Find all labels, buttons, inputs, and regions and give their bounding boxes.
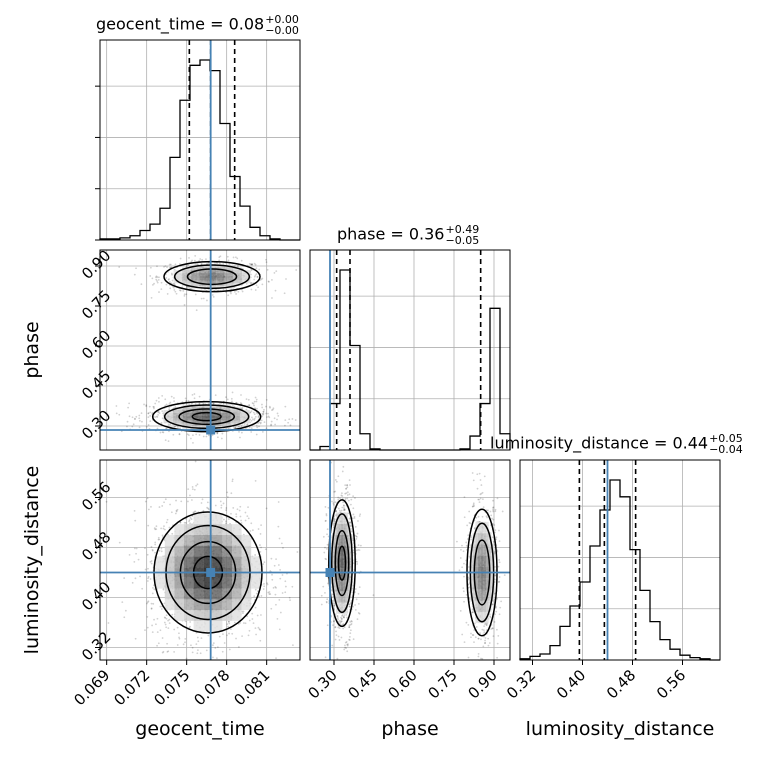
x-axis-ticks-phase: 0.30 0.45 0.60 0.75 0.90	[304, 660, 501, 702]
panel-title-minus: −0.04	[709, 443, 743, 456]
x-tick-label: 0.56	[653, 666, 689, 702]
x-axis-label-luminosity_distance: luminosity_distance	[526, 718, 715, 740]
y-axis-ticks-phase: 0.30 0.45 0.60 0.75 0.90	[78, 246, 114, 442]
panel-frame	[519, 459, 721, 661]
x-tick-label: 0.069	[70, 666, 113, 709]
panel-frame	[99, 249, 301, 451]
x-axis-label-phase: phase	[381, 718, 438, 740]
hist-panel-luminosity_distance	[519, 459, 721, 661]
y-tick-label: 0.32	[78, 628, 114, 664]
truth-marker	[325, 568, 335, 577]
y-axis-label-phase: phase	[21, 321, 43, 378]
x-tick-label: 0.32	[503, 666, 539, 702]
pair-panel-luminosity_distance-vs-phase	[309, 459, 511, 661]
x-tick-label: 0.60	[384, 666, 420, 702]
panel-title-luminosity_distance: luminosity_distance = 0.44 +0.05 −0.04	[490, 433, 743, 455]
pair-content	[310, 460, 510, 660]
hist-step-luminosity_distance	[519, 479, 720, 661]
panel-frame	[99, 39, 301, 241]
pair-content	[100, 460, 300, 660]
y-tick-label: 0.56	[78, 478, 114, 514]
truth-marker	[206, 425, 216, 435]
x-tick-label: 0.30	[304, 666, 340, 702]
x-tick-label: 0.48	[603, 666, 639, 702]
density-shading	[155, 513, 261, 632]
y-axis-label-luminosity_distance: luminosity_distance	[21, 466, 43, 655]
truth-marker	[206, 568, 216, 577]
panel-frame	[309, 459, 511, 661]
x-axis-ticks-luminosity_distance: 0.32 0.40 0.48 0.56	[503, 660, 689, 702]
x-tick-label: 0.078	[190, 666, 233, 709]
pair-panel-luminosity_distance-vs-geocent_time	[99, 459, 301, 661]
x-tick-label: 0.075	[150, 666, 193, 709]
x-tick-label: 0.75	[424, 666, 460, 702]
panel-frame	[309, 249, 511, 451]
x-tick-label: 0.081	[230, 666, 273, 709]
y-tick-label: 0.40	[78, 578, 114, 614]
pair-panel-phase-vs-geocent_time	[99, 249, 301, 451]
pair-content	[100, 250, 300, 450]
panel-title-phase: phase = 0.36 +0.49 −0.05	[337, 224, 479, 246]
hist-panel-phase	[309, 249, 511, 451]
y-tick-label: 0.60	[78, 326, 114, 362]
panel-frame	[99, 459, 301, 661]
y-tick-label: 0.30	[78, 406, 114, 442]
x-tick-label: 0.072	[110, 666, 153, 709]
panel-title-minus: −0.05	[445, 234, 480, 247]
y-axis-ticks-luminosity_distance: 0.32 0.40 0.48 0.56	[78, 478, 114, 664]
x-axis-label-geocent_time: geocent_time	[135, 718, 264, 740]
y-tick-label: 0.48	[78, 528, 114, 564]
x-tick-label: 0.40	[553, 666, 589, 702]
panel-title-plus: +0.05	[709, 432, 743, 445]
panel-title-plus: +0.49	[445, 223, 480, 236]
panel-title-plus: +0.00	[265, 13, 299, 26]
x-tick-label: 0.90	[464, 666, 500, 702]
panel-title-geocent_time: geocent_time = 0.08 +0.00 −0.00	[96, 14, 299, 36]
y-tick-label: 0.90	[78, 246, 114, 282]
panel-title-text: luminosity_distance = 0.44	[490, 433, 709, 453]
y-tick-label: 0.45	[78, 366, 114, 402]
panel-title-text: geocent_time = 0.08	[96, 14, 265, 34]
hist-step-geocent_time	[99, 59, 300, 241]
y-tick-label: 0.75	[78, 286, 114, 322]
panel-title-text: phase = 0.36	[337, 224, 445, 244]
hist-panel-geocent_time	[95, 39, 301, 241]
x-tick-label: 0.45	[344, 666, 380, 702]
panel-title-minus: −0.00	[265, 24, 299, 37]
